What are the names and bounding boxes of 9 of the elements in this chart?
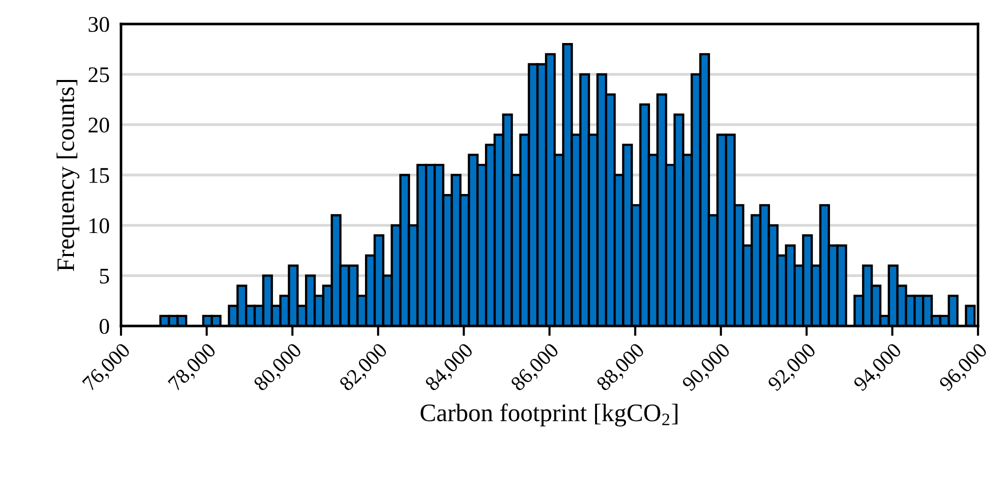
y-tick-label: 25	[88, 67, 110, 82]
y-axis-title: Frequency [counts]	[56, 80, 80, 272]
y-tick-label: 20	[88, 118, 110, 133]
y-tick-label: 30	[88, 16, 110, 32]
y-tick-label: 5	[100, 268, 110, 284]
y-tick-label: 15	[90, 168, 110, 183]
x-axis-title: Carbon footprint [kgCO$_{2}$]	[420, 403, 678, 426]
y-tick-label: 10	[90, 218, 110, 234]
y-tick-label: 0	[100, 318, 110, 334]
